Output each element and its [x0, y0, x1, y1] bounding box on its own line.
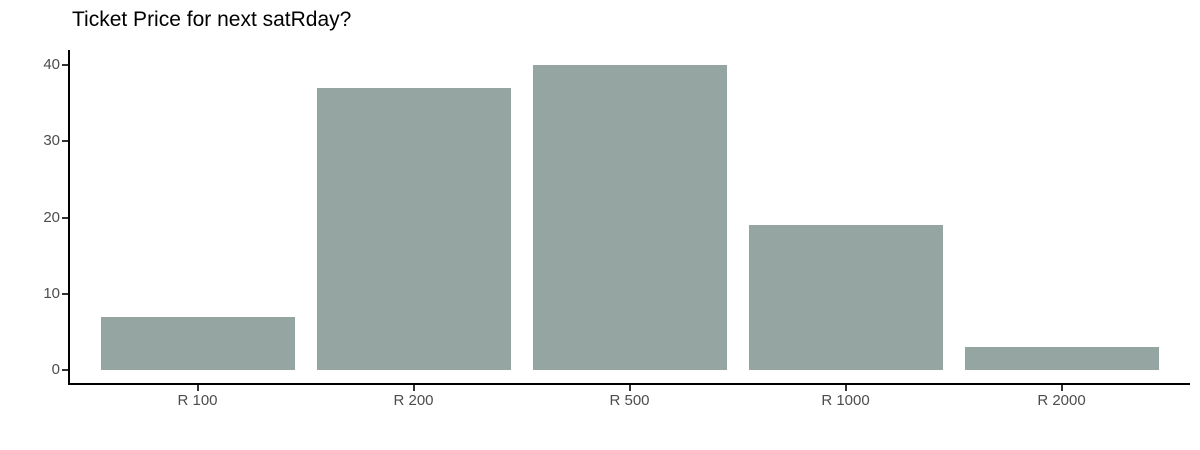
- y-axis-line: [68, 50, 70, 385]
- x-tick-label: R 1000: [821, 392, 870, 409]
- bar-r-2000: [964, 347, 1159, 370]
- y-tick-label: 0: [51, 361, 60, 378]
- y-tick-label: 20: [43, 208, 60, 226]
- bar-r-500: [532, 65, 727, 370]
- y-tick-label: 30: [43, 132, 60, 150]
- y-tick-label: 10: [43, 284, 60, 302]
- bar-r-200: [316, 87, 511, 370]
- x-tick-label: R 100: [177, 392, 218, 409]
- y-tick-mark: [62, 216, 68, 219]
- bar-r-1000: [748, 225, 943, 370]
- x-tick-label: R 500: [609, 392, 650, 409]
- y-tick-mark: [62, 292, 68, 295]
- chart-title: Ticket Price for next satRday?: [72, 8, 352, 31]
- x-tick-label: R 2000: [1037, 392, 1086, 409]
- x-tick-mark: [844, 385, 847, 391]
- y-tick-mark: [62, 140, 68, 143]
- y-tick-label: 40: [43, 56, 60, 73]
- x-tick-mark: [196, 385, 199, 391]
- x-axis-line: [68, 383, 1190, 385]
- y-tick-mark: [62, 64, 68, 66]
- y-tick-mark: [62, 369, 68, 371]
- bar-r-100: [100, 316, 295, 370]
- x-tick-mark: [412, 385, 415, 391]
- x-tick-label: R 200: [393, 392, 434, 409]
- x-tick-mark: [628, 385, 631, 391]
- x-tick-mark: [1060, 385, 1063, 391]
